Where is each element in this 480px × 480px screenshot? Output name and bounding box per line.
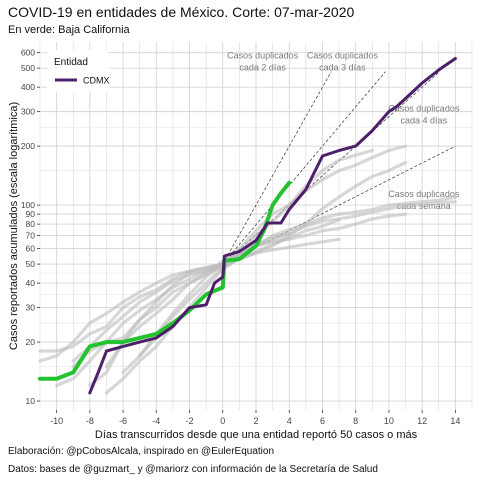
x-tick-label: 0	[220, 416, 225, 426]
x-axis-label: Días transcurridos desde que una entidad…	[95, 429, 418, 441]
reference-label-4-dias: cada 4 días	[401, 116, 448, 126]
reference-lines: Casos duplicados cada 2 días Casos duplica…	[222, 51, 460, 265]
y-tick-label: 10	[26, 396, 36, 406]
y-tick-label: 50	[26, 259, 36, 269]
reference-line-3-dias	[222, 71, 386, 265]
x-tick-label: -10	[50, 416, 63, 426]
x-tick-label: -8	[86, 416, 94, 426]
y-tick-label: 200	[21, 141, 35, 151]
y-tick-label: 30	[26, 303, 36, 313]
legend-label-cdmx: CDMX	[83, 76, 110, 86]
y-tick-label: 300	[21, 107, 35, 117]
series-line-other-9	[71, 264, 225, 363]
highlight-series	[38, 57, 457, 395]
reference-label-2-dias: Casos duplicados	[227, 51, 299, 61]
y-axis-label: Casos reportados acumulados (escala loga…	[8, 102, 20, 350]
legend-title: Entidad	[54, 57, 88, 68]
reference-label-3-dias: cada 3 días	[319, 63, 366, 73]
reference-line-2-dias	[222, 71, 332, 265]
reference-label-4-dias: Casos duplicados	[388, 104, 460, 114]
x-tick-label: 8	[353, 416, 358, 426]
reference-label-7-dias: cada semana	[397, 201, 451, 211]
series-line-other-4	[88, 195, 457, 388]
x-tick-label: 4	[287, 416, 292, 426]
x-tick-label: 12	[417, 416, 427, 426]
legend: Entidad CDMX	[47, 50, 110, 92]
reference-line-7-dias	[222, 145, 456, 265]
chart-subtitle: En verde: Baja California	[8, 24, 130, 36]
x-tick-label: -6	[119, 416, 127, 426]
x-tick-label: 6	[320, 416, 325, 426]
y-tick-label: 400	[21, 82, 35, 92]
y-tick-label: 20	[26, 337, 36, 347]
series-line-other-7	[104, 160, 408, 369]
y-tick-label: 60	[26, 244, 36, 254]
y-tick-label: 70	[26, 230, 36, 240]
series-line-other-6	[121, 231, 291, 374]
y-tick-label: 80	[26, 219, 36, 229]
series-line-other-3	[54, 237, 341, 388]
x-axis-ticks: -10 -8 -6 -4 -2 0 2 4 6 8 10 12 14	[50, 410, 460, 426]
legend-box	[47, 50, 109, 92]
chart-title: COVID-19 en entidades de México. Corte: …	[8, 4, 355, 20]
y-tick-label: 600	[21, 48, 35, 58]
caption-source: Datos: bases de @guzmart_ y @mariorz con…	[8, 464, 378, 475]
reference-line-4-dias	[222, 71, 440, 265]
x-tick-label: -4	[152, 416, 160, 426]
series-line-cdmx	[88, 57, 457, 395]
reference-label-2-dias: cada 2 días	[239, 63, 286, 73]
caption-credits: Elaboración: @pCobosAlcala, inspirado en…	[8, 446, 275, 457]
reference-label-3-dias: Casos duplicados	[307, 51, 379, 61]
series-line-other-8	[138, 212, 408, 358]
y-tick-label: 90	[26, 209, 36, 219]
x-tick-label: 2	[253, 416, 258, 426]
y-tick-label: 100	[21, 200, 35, 210]
y-tick-label: 500	[21, 63, 35, 73]
x-tick-label: -2	[186, 416, 194, 426]
reference-label-7-dias: Casos duplicados	[388, 189, 460, 199]
y-tick-label: 40	[26, 278, 36, 288]
x-tick-label: 14	[450, 416, 460, 426]
x-tick-label: 10	[384, 416, 394, 426]
